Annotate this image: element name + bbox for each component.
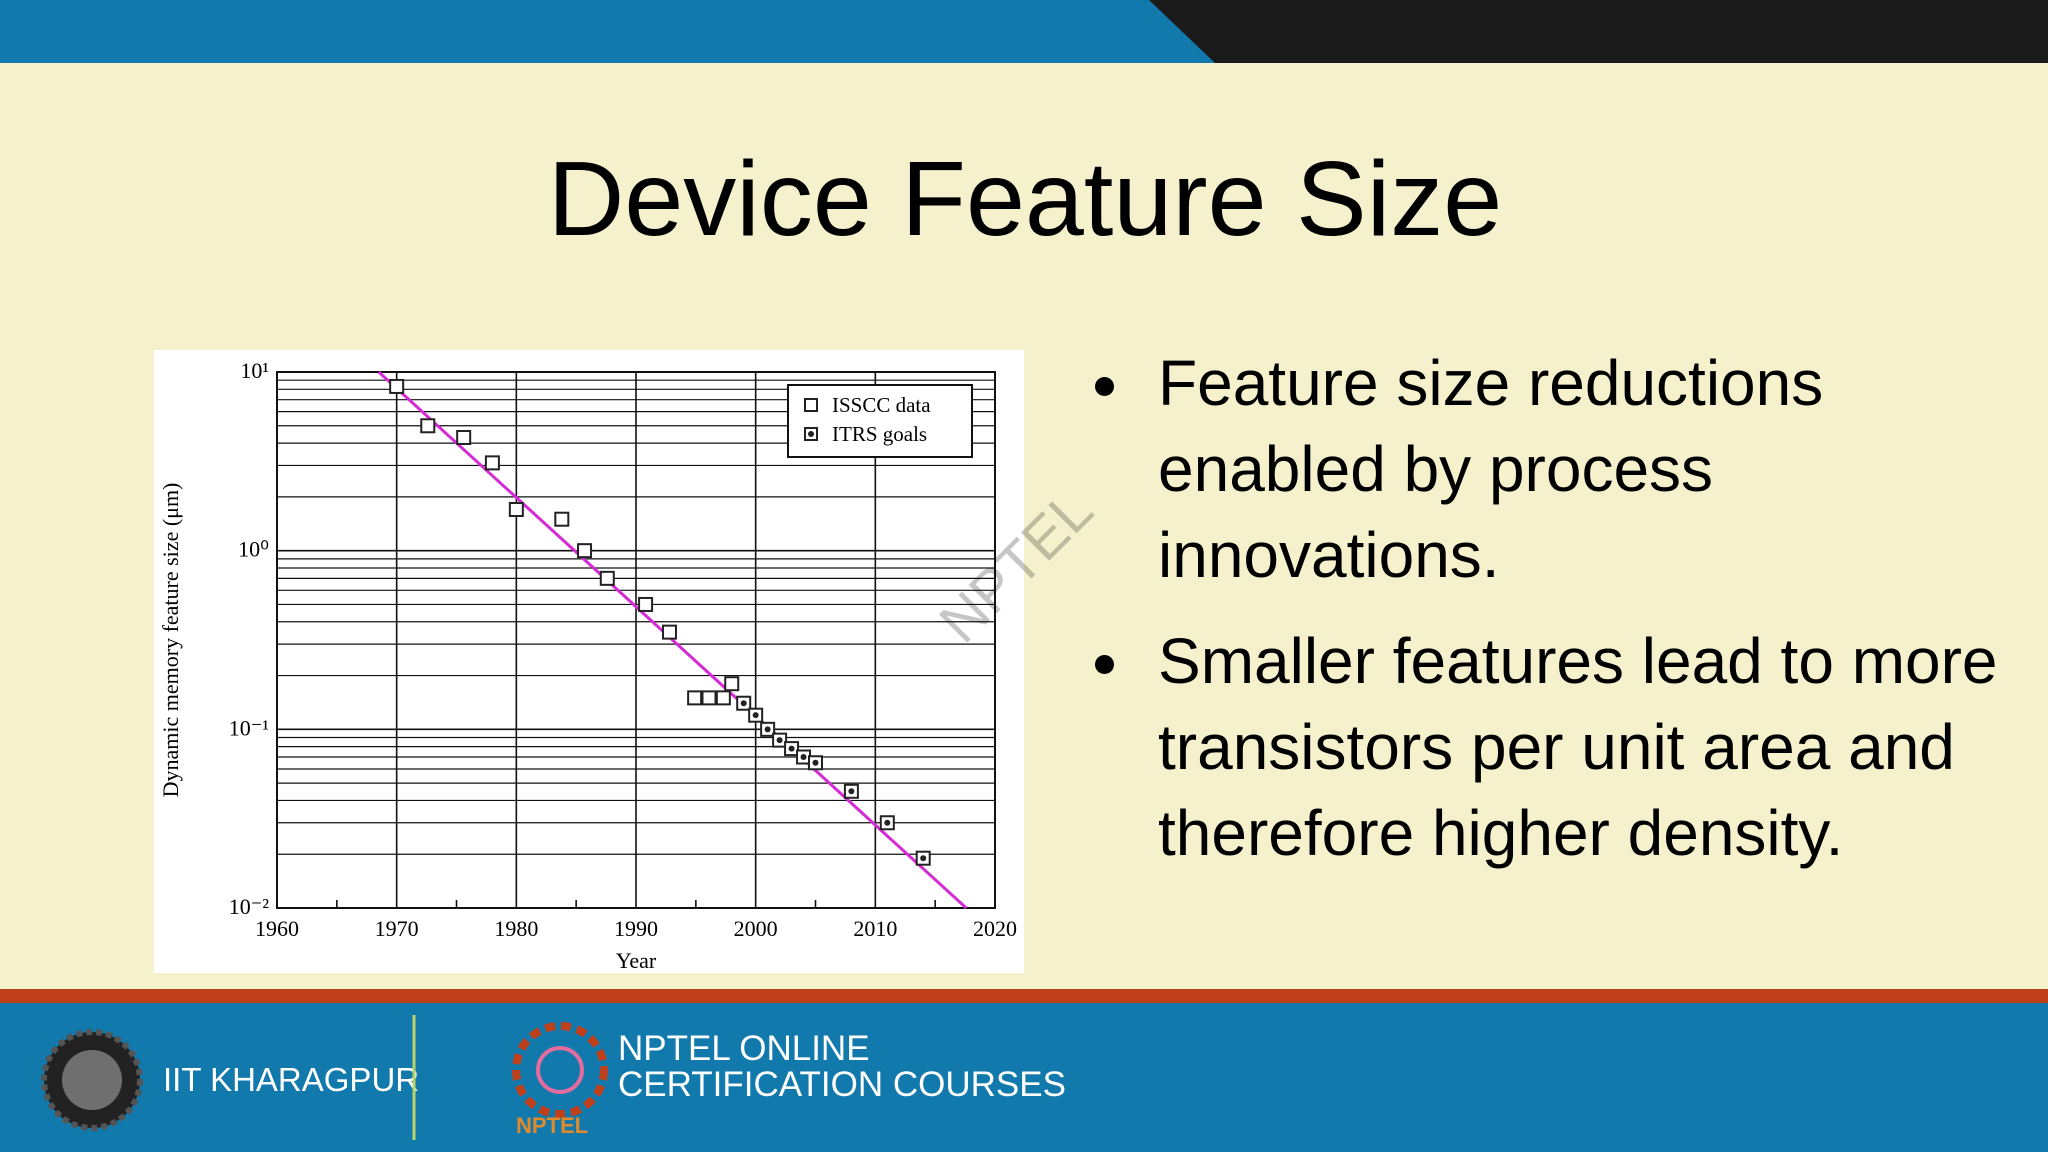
nptel-logo-text: NPTEL xyxy=(516,1113,588,1138)
marker-dot xyxy=(808,431,814,437)
marker-box xyxy=(554,511,570,527)
y-axis-label: Dynamic memory feature size (μm) xyxy=(158,483,183,798)
marker xyxy=(456,429,472,445)
marker-box xyxy=(662,624,678,640)
x-tick-label: 2000 xyxy=(734,916,778,941)
marker xyxy=(687,690,703,706)
marker xyxy=(662,624,678,640)
marker-dot xyxy=(788,745,795,752)
institute-name: IIT KHARAGPUR xyxy=(163,1061,419,1098)
plot-frame xyxy=(276,371,996,909)
marker xyxy=(554,511,570,527)
y-tick-label: 10¹ xyxy=(240,358,269,383)
marker xyxy=(748,707,764,723)
marker xyxy=(784,741,800,757)
marker xyxy=(577,543,593,559)
slide-title: Device Feature Size xyxy=(548,140,1502,258)
marker-box xyxy=(599,570,615,586)
footer-stripe xyxy=(0,989,2048,1003)
marker-dot xyxy=(920,855,927,862)
x-tick-label: 2010 xyxy=(853,916,897,941)
marker xyxy=(420,418,436,434)
x-tick-label: 1980 xyxy=(494,916,538,941)
marker xyxy=(760,721,776,737)
marker-box xyxy=(389,378,405,394)
legend-marker xyxy=(804,398,818,412)
marker-box xyxy=(484,455,500,471)
marker-box xyxy=(420,418,436,434)
program-line-1: NPTEL ONLINE xyxy=(618,1029,870,1068)
iit-logo xyxy=(41,1029,143,1131)
x-axis-label: Year xyxy=(616,948,657,973)
top-bar-dark xyxy=(1149,0,2048,63)
marker xyxy=(724,676,740,692)
bullet-list: Feature size reductions enabled by proce… xyxy=(1060,340,2000,896)
marker-dot xyxy=(848,788,855,795)
marker-box xyxy=(687,690,703,706)
marker xyxy=(736,695,752,711)
marker-dot xyxy=(752,712,759,719)
marker xyxy=(772,732,788,748)
marker-box xyxy=(577,543,593,559)
legend-box xyxy=(787,384,973,458)
marker xyxy=(599,570,615,586)
x-tick-label: 1990 xyxy=(614,916,658,941)
footer-bar xyxy=(0,1003,2048,1152)
y-tick-label: 10⁰ xyxy=(238,537,269,562)
marker-dot xyxy=(800,754,807,761)
marker xyxy=(843,783,859,799)
x-tick-label: 1970 xyxy=(375,916,419,941)
marker-dot xyxy=(740,700,747,707)
marker xyxy=(808,755,823,771)
marker-box xyxy=(701,690,717,706)
bullet: Smaller features lead to more transistor… xyxy=(1140,618,2000,876)
legend-label: ITRS goals xyxy=(832,422,927,446)
marker-box xyxy=(724,676,740,692)
marker-dot xyxy=(812,759,819,766)
nptel-logo xyxy=(512,1022,608,1118)
y-tick-label: 10⁻² xyxy=(229,894,270,919)
marker-dot xyxy=(764,726,771,733)
x-tick-label: 1960 xyxy=(255,916,299,941)
trend-line xyxy=(377,370,968,910)
legend-label: ISSCC data xyxy=(832,393,931,417)
marker-box xyxy=(638,596,654,612)
marker xyxy=(796,749,812,765)
marker-box xyxy=(804,398,818,412)
nptel-logo-inner xyxy=(536,1046,584,1094)
marker-box xyxy=(456,429,472,445)
marker xyxy=(715,690,731,706)
marker xyxy=(389,378,405,394)
marker-box xyxy=(715,690,731,706)
marker xyxy=(638,596,654,612)
bullet: Feature size reductions enabled by proce… xyxy=(1140,340,2000,598)
marker-box xyxy=(508,501,524,517)
marker xyxy=(508,501,524,517)
marker-dot xyxy=(776,737,783,744)
marker xyxy=(701,690,717,706)
program-line-2: CERTIFICATION COURSES xyxy=(618,1065,1066,1104)
legend-marker xyxy=(804,427,818,441)
iit-logo-inner xyxy=(62,1050,122,1110)
marker-dot xyxy=(884,819,891,826)
marker xyxy=(484,455,500,471)
marker xyxy=(915,850,931,866)
x-tick-label: 2020 xyxy=(973,916,1017,941)
y-tick-label: 10⁻¹ xyxy=(229,715,269,740)
marker xyxy=(879,815,895,831)
